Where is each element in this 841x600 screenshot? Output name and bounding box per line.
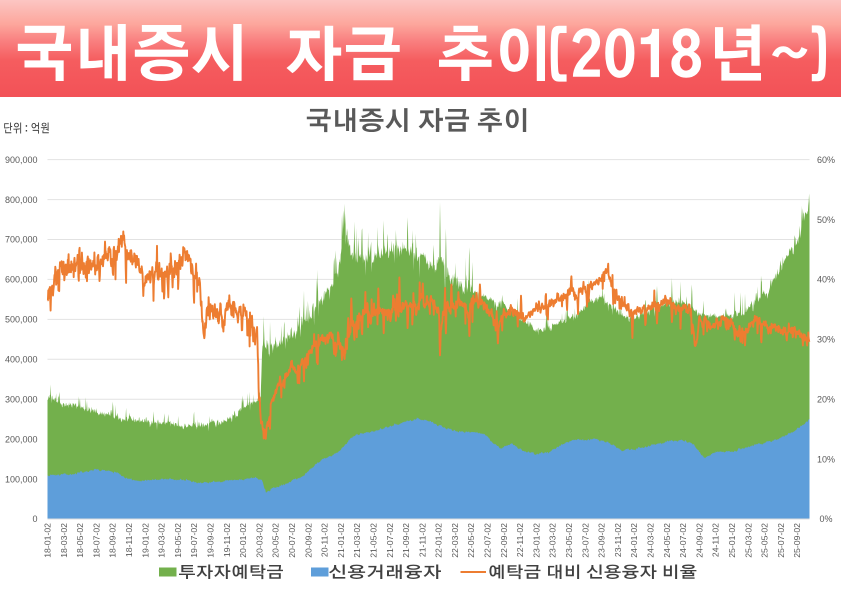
svg-text:800,000: 800,000 — [5, 195, 38, 205]
svg-text:22-01-02: 22-01-02 — [434, 523, 444, 558]
svg-text:24-11-02: 24-11-02 — [711, 523, 721, 557]
svg-text:20-09-02: 20-09-02 — [303, 523, 313, 558]
svg-text:25-01-02: 25-01-02 — [727, 523, 737, 558]
svg-text:19-07-02: 19-07-02 — [189, 523, 199, 558]
svg-text:200,000: 200,000 — [5, 434, 38, 444]
svg-text:21-07-02: 21-07-02 — [385, 523, 395, 558]
svg-text:23-05-02: 23-05-02 — [564, 523, 574, 558]
svg-text:25-09-02: 25-09-02 — [792, 523, 802, 558]
svg-text:23-03-02: 23-03-02 — [548, 523, 558, 558]
svg-text:18-01-02: 18-01-02 — [43, 523, 53, 558]
svg-text:18-07-02: 18-07-02 — [91, 523, 101, 558]
svg-text:20-07-02: 20-07-02 — [287, 523, 297, 558]
svg-text:21-09-02: 21-09-02 — [401, 523, 411, 558]
svg-text:20-05-02: 20-05-02 — [271, 523, 281, 558]
svg-text:300,000: 300,000 — [5, 394, 38, 404]
svg-text:21-05-02: 21-05-02 — [369, 523, 379, 558]
svg-text:20-03-02: 20-03-02 — [254, 523, 264, 558]
svg-text:24-01-02: 24-01-02 — [629, 523, 639, 558]
svg-text:23-11-02: 23-11-02 — [613, 523, 623, 557]
svg-text:22-07-02: 22-07-02 — [483, 523, 493, 558]
svg-text:21-03-02: 21-03-02 — [352, 523, 362, 558]
svg-text:50%: 50% — [817, 215, 835, 225]
svg-text:19-01-02: 19-01-02 — [140, 523, 150, 558]
svg-text:19-05-02: 19-05-02 — [173, 523, 183, 558]
svg-text:25-07-02: 25-07-02 — [776, 523, 786, 558]
svg-text:19-09-02: 19-09-02 — [206, 523, 216, 558]
svg-text:22-05-02: 22-05-02 — [466, 523, 476, 558]
svg-text:22-11-02: 22-11-02 — [515, 523, 525, 557]
svg-text:10%: 10% — [817, 454, 835, 464]
svg-text:23-09-02: 23-09-02 — [597, 523, 607, 558]
svg-text:700,000: 700,000 — [5, 235, 38, 245]
svg-text:19-03-02: 19-03-02 — [157, 523, 167, 558]
svg-text:400,000: 400,000 — [5, 355, 38, 365]
svg-text:20%: 20% — [817, 394, 835, 404]
svg-text:23-01-02: 23-01-02 — [531, 523, 541, 558]
svg-text:19-11-02: 19-11-02 — [222, 523, 232, 557]
svg-text:20-01-02: 20-01-02 — [238, 523, 248, 558]
svg-text:60%: 60% — [817, 155, 835, 165]
svg-text:24-05-02: 24-05-02 — [662, 523, 672, 558]
svg-text:20-11-02: 20-11-02 — [320, 523, 330, 557]
svg-text:24-07-02: 24-07-02 — [678, 523, 688, 558]
svg-text:500,000: 500,000 — [5, 315, 38, 325]
svg-text:900,000: 900,000 — [5, 155, 38, 165]
svg-text:25-05-02: 25-05-02 — [760, 523, 770, 558]
svg-text:18-05-02: 18-05-02 — [75, 523, 85, 558]
svg-text:22-09-02: 22-09-02 — [499, 523, 509, 558]
svg-text:30%: 30% — [817, 335, 835, 345]
svg-text:24-03-02: 24-03-02 — [646, 523, 656, 558]
svg-text:18-09-02: 18-09-02 — [108, 523, 118, 558]
svg-text:21-11-02: 21-11-02 — [417, 523, 427, 557]
svg-text:0: 0 — [32, 514, 37, 524]
svg-text:18-11-02: 18-11-02 — [124, 523, 134, 557]
svg-text:22-03-02: 22-03-02 — [450, 523, 460, 558]
svg-text:23-07-02: 23-07-02 — [580, 523, 590, 558]
svg-text:0%: 0% — [819, 514, 832, 524]
svg-text:100,000: 100,000 — [5, 474, 38, 484]
svg-text:600,000: 600,000 — [5, 275, 38, 285]
svg-text:25-03-02: 25-03-02 — [743, 523, 753, 558]
svg-text:24-09-02: 24-09-02 — [694, 523, 704, 558]
svg-text:18-03-02: 18-03-02 — [59, 523, 69, 558]
svg-text:21-01-02: 21-01-02 — [336, 523, 346, 558]
svg-text:40%: 40% — [817, 275, 835, 285]
